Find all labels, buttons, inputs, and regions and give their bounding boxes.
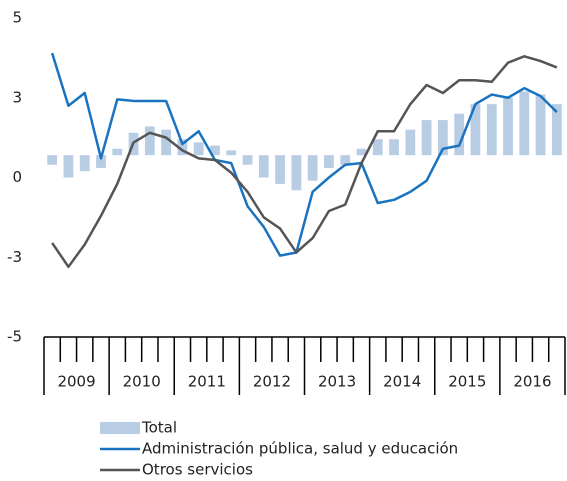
bar	[47, 155, 58, 165]
bar	[291, 155, 302, 191]
x-tick-label: 2016	[513, 373, 551, 391]
bar	[193, 142, 204, 156]
bar	[356, 148, 367, 156]
bar	[454, 113, 465, 156]
x-tick-label: 2014	[383, 373, 421, 391]
bar	[486, 104, 497, 156]
bar	[63, 155, 74, 178]
y-tick-label: 0	[12, 168, 22, 186]
bar	[535, 94, 546, 156]
x-tick-label: 2009	[57, 373, 95, 391]
x-tick-label: 2013	[318, 373, 356, 391]
y-tick-label: -5	[7, 328, 22, 346]
legend-label: Otros servicios	[142, 461, 253, 479]
bar	[324, 155, 334, 168]
x-tick-label: 2010	[123, 373, 161, 391]
line-series	[51, 55, 558, 269]
bar	[258, 155, 269, 178]
bar	[405, 129, 416, 156]
bar	[242, 155, 253, 165]
bar	[177, 139, 188, 156]
bar	[551, 104, 562, 156]
bar	[421, 120, 432, 156]
bar	[340, 155, 351, 165]
bar	[275, 155, 285, 184]
legend-swatch	[100, 422, 140, 434]
bar	[438, 120, 448, 156]
x-tick-label: 2011	[188, 373, 226, 391]
bar	[470, 104, 481, 156]
x-tick-label: 2012	[253, 373, 291, 391]
y-tick-label: -3	[7, 248, 22, 266]
bar	[389, 139, 399, 156]
bar	[96, 155, 106, 168]
bar	[144, 126, 155, 156]
bar	[503, 97, 513, 156]
bar	[210, 145, 220, 156]
y-tick-label: 5	[12, 9, 22, 27]
y-tick-label: 3	[12, 88, 22, 106]
legend-label: Total	[141, 419, 177, 437]
x-tick-label: 2015	[448, 373, 486, 391]
bar	[79, 155, 90, 172]
bar	[112, 148, 123, 156]
bar	[519, 91, 530, 156]
legend-label: Administración pública, salud y educació…	[142, 440, 458, 458]
bar	[161, 129, 171, 156]
line-series	[50, 52, 558, 257]
bar	[226, 150, 237, 156]
bar	[372, 139, 383, 156]
bar	[307, 155, 318, 181]
